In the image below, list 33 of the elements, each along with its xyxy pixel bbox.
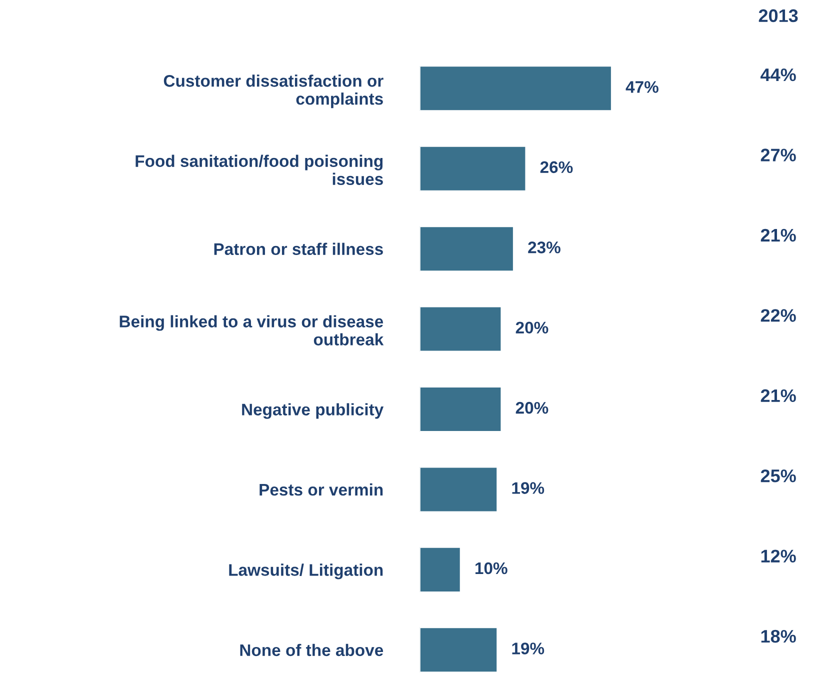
text: 21% [760,228,796,242]
y-tick-label: Food sanitation/food poisoning issues [136,154,383,186]
data-label: 47% [626,81,658,93]
bar [420,626,498,674]
text: 27% [760,148,796,162]
y-tick-label: Lawsuits/ Litigation [229,564,383,580]
text: 12% [761,550,796,562]
y-tick-label: Patron or staff illness [214,242,383,256]
text: 44% [760,68,796,82]
bar [420,226,514,272]
data-label: 23% [528,242,560,254]
y-tick-label: Negative publicity [242,403,384,419]
data-label: 10% [475,562,508,574]
bar [420,386,502,432]
text: 22% [760,309,796,322]
y-tick-label: Being linked to a virus or disease outbreak [120,315,384,346]
y-tick-label: None of the above [240,644,384,656]
bar [420,546,462,593]
text: 2013 [758,9,798,22]
y-tick-label: Customer dissatisfaction or complaints [164,74,384,108]
text: 21% [760,389,796,402]
data-label: 26% [540,161,573,174]
bar [420,65,612,112]
bar [420,306,502,352]
data-label: 20% [516,402,548,414]
text: 25% [760,470,796,482]
text: 18% [761,630,796,643]
data-label: 20% [516,322,548,334]
bar [420,466,498,513]
y-tick-label: Pests or vermin [260,483,383,496]
data-label: 19% [512,482,544,494]
bar [420,145,527,192]
data-label: 19% [512,642,544,654]
